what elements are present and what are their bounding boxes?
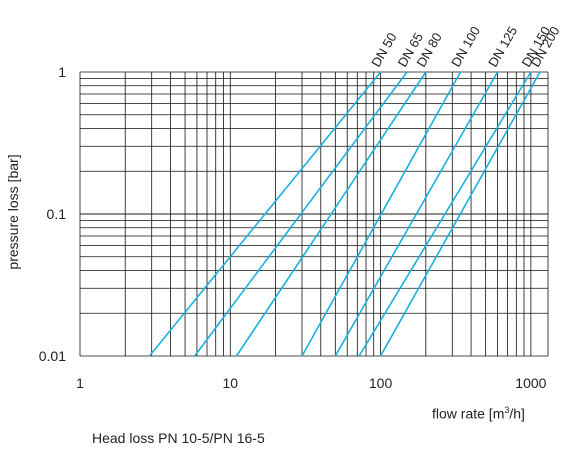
series-line-dn-80 [235,71,427,357]
x-axis-label-tail: /h] [509,405,525,422]
series-label-dn-125: DN 125 [485,24,520,70]
y-tick-label: 1 [58,64,66,80]
x-tick-label: 1000 [515,375,546,391]
series-line-dn-100 [301,71,462,357]
chart-caption: Head loss PN 10-5/PN 16-5 [92,430,265,446]
series-line-dn-50 [148,71,382,357]
series-line-dn-150 [358,71,532,357]
series-line-dn-65 [194,71,408,357]
x-tick-label: 100 [369,375,393,391]
y-tick-labels: 0.01 0.1 1 [39,64,66,364]
series-lines [148,71,541,357]
x-axis-label-main: flow rate [m [432,405,505,422]
series-label-dn-50: DN 50 [368,30,399,69]
y-tick-label: 0.01 [39,348,66,364]
x-tick-label: 10 [223,375,239,391]
series-line-dn-200 [379,71,541,357]
x-axis-label: flow rate [m3/h] [432,405,525,422]
x-axis-label-superscript: 3 [504,405,510,415]
series-label-dn-100: DN 100 [448,24,483,70]
grid [79,71,549,357]
y-tick-label: 0.1 [47,206,67,222]
y-axis-label: pressure loss [bar] [5,154,21,269]
x-tick-label: 1 [76,375,84,391]
x-tick-labels: 1 10 100 1000 [76,375,547,391]
series-line-dn-125 [334,71,499,357]
